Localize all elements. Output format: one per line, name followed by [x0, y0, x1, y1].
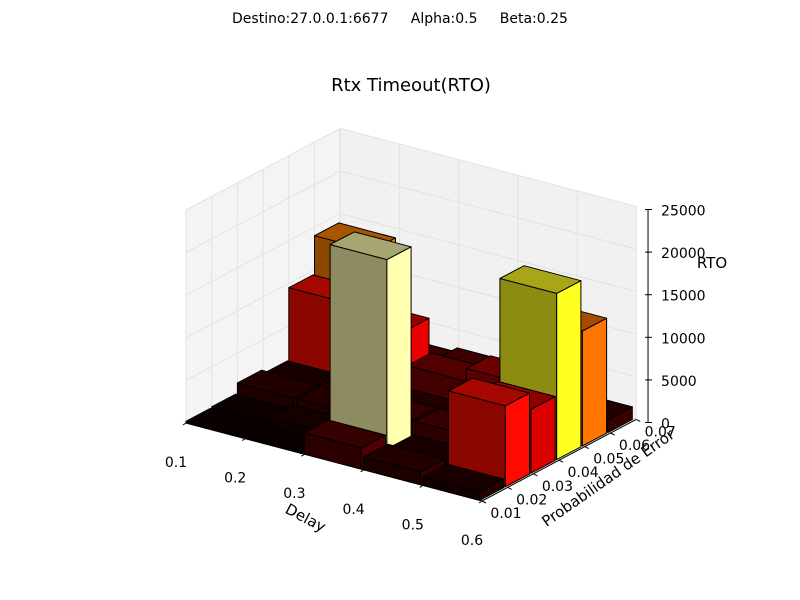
x-tick-mark — [182, 422, 187, 426]
x-axis-label: Delay — [282, 500, 329, 536]
z-tick-label: 25000 — [661, 204, 706, 220]
bar — [329, 231, 412, 457]
bar-top-face — [185, 408, 268, 437]
grid-line — [340, 127, 637, 207]
x-tick-label: 0.3 — [283, 486, 305, 502]
x-tick-label: 0.6 — [461, 533, 483, 549]
y-tick-mark — [533, 473, 538, 477]
bar-top-face — [422, 463, 505, 493]
bar-right-face — [386, 246, 412, 457]
bar-top-face — [303, 419, 386, 449]
bar-top-face — [448, 377, 530, 407]
tick-labels: 0.10.20.30.40.50.60.010.020.030.040.050.… — [165, 204, 706, 550]
x-tick-mark — [419, 484, 424, 488]
y-tick-label: 0.07 — [645, 424, 676, 440]
x-tick-label: 0.1 — [165, 455, 187, 471]
bar-right-face — [504, 392, 530, 488]
y-tick-mark — [481, 500, 487, 504]
z-tick-label: 10000 — [661, 331, 706, 347]
y-tick-mark — [610, 432, 615, 436]
chart-suptitle: Destino:27.0.0.1:6677 Alpha:0.5 Beta:0.2… — [232, 11, 568, 27]
y-tick-label: 0.05 — [593, 452, 624, 468]
y-tick-label: 0.06 — [619, 438, 650, 454]
bars-group — [185, 222, 633, 501]
y-tick-label: 0.01 — [490, 506, 521, 522]
z-tick-label: 15000 — [661, 289, 706, 305]
x-tick-mark — [301, 453, 305, 457]
bar-top-face — [236, 369, 319, 399]
y-tick-label: 0.03 — [542, 479, 573, 495]
z-tick-label: 20000 — [661, 246, 706, 262]
bar-right-face — [530, 396, 556, 474]
grid-line — [340, 213, 637, 293]
x-tick-label: 0.4 — [342, 502, 364, 518]
z-tick-label: 5000 — [661, 374, 697, 390]
bar — [185, 408, 268, 439]
y-tick-mark — [558, 459, 564, 463]
y-tick-mark — [584, 446, 590, 450]
bar-right-face — [556, 280, 582, 461]
grid-line — [185, 213, 341, 296]
bar-top-face — [329, 231, 412, 261]
grid-line — [185, 127, 341, 211]
bar — [422, 463, 505, 501]
bar-top-face — [499, 265, 582, 294]
bar — [448, 377, 530, 488]
y-tick-mark — [635, 418, 641, 422]
grid-line — [340, 170, 637, 250]
x-tick-mark — [478, 500, 483, 504]
x-tick-label: 0.5 — [402, 517, 424, 533]
x-tick-mark — [241, 438, 246, 442]
x-tick-mark — [360, 469, 364, 473]
chart-title: Rtx Timeout(RTO) — [331, 75, 491, 96]
y-tick-mark — [507, 486, 512, 490]
x-tick-label: 0.2 — [224, 471, 246, 487]
y-tick-label: 0.04 — [568, 465, 599, 481]
bar-right-face — [581, 317, 608, 447]
z-axis-label: RTO — [697, 254, 727, 272]
y-tick-label: 0.02 — [516, 492, 547, 508]
bar-top-face — [363, 443, 446, 473]
z-tick-label: 0 — [661, 417, 670, 433]
grid-line — [185, 170, 341, 254]
